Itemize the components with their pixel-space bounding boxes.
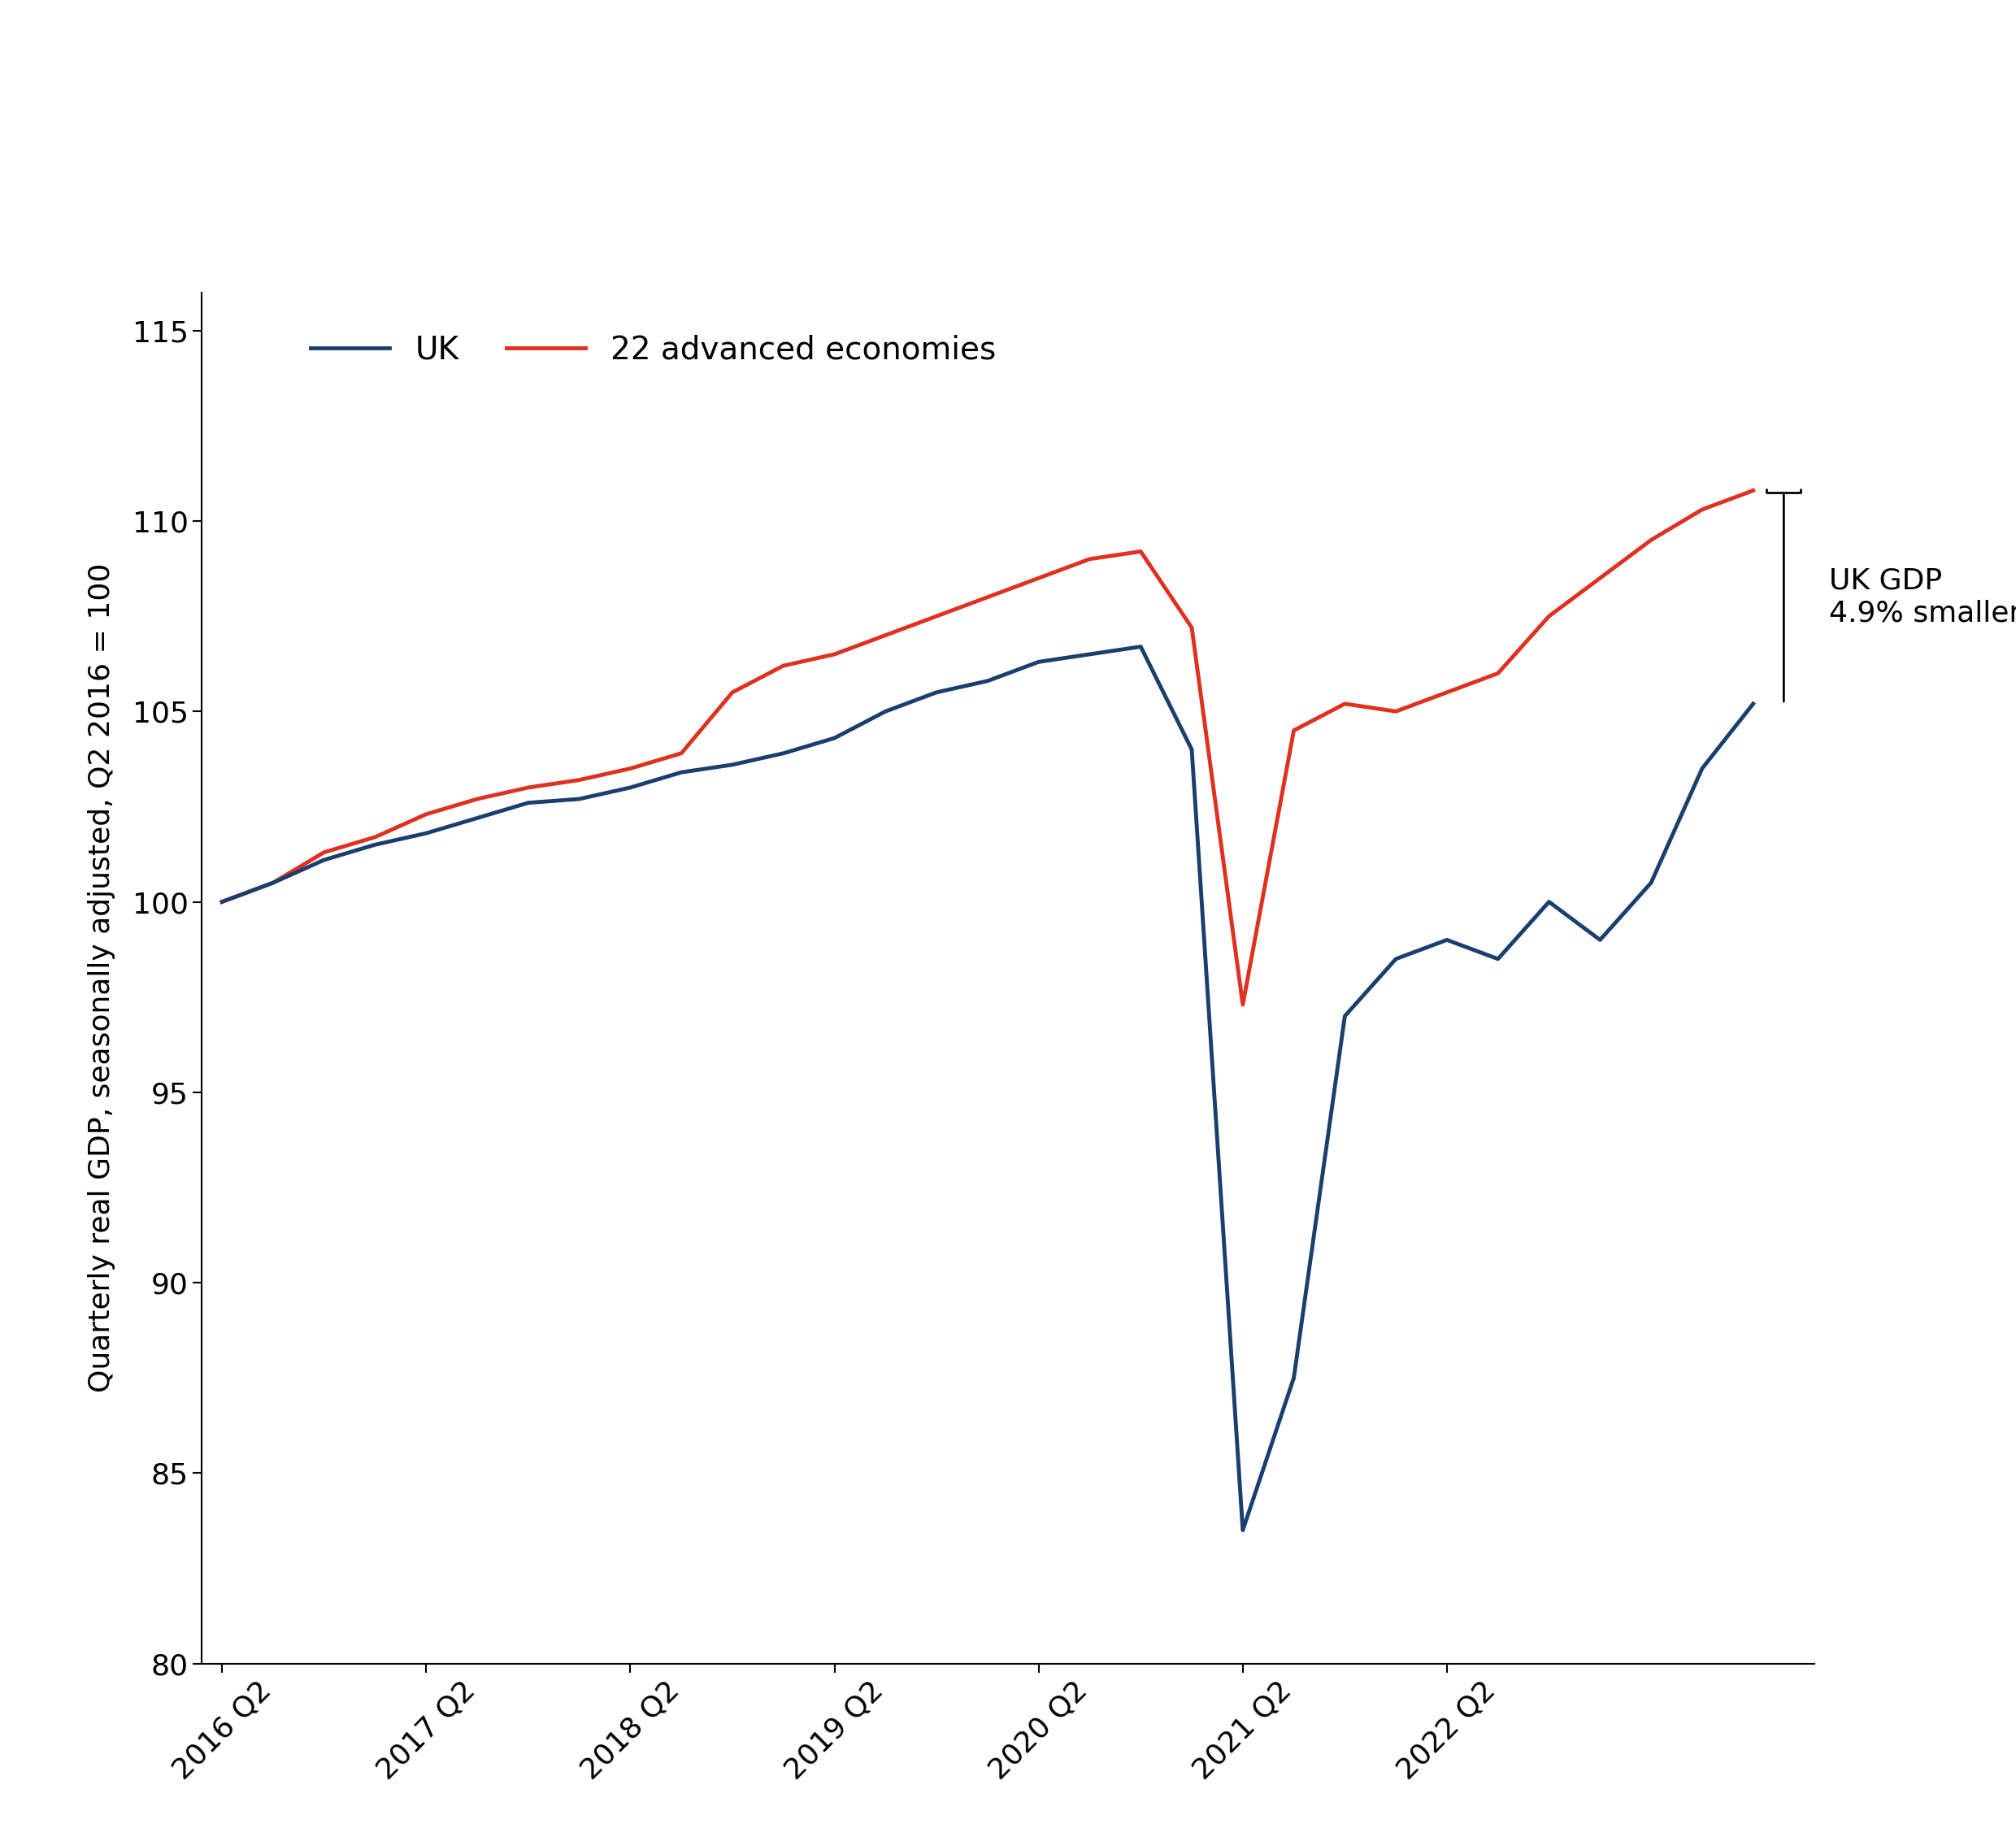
Y-axis label: Quarterly real GDP, seasonally adjusted, Q2 2016 = 100: Quarterly real GDP, seasonally adjusted,…: [89, 563, 115, 1393]
Text: UK GDP
4.9% smaller: UK GDP 4.9% smaller: [1829, 567, 2016, 627]
Text: LONDON · BRUSSELS · BERLIN: LONDON · BRUSSELS · BERLIN: [1814, 135, 2016, 150]
Legend: UK, 22 advanced economies: UK, 22 advanced economies: [298, 322, 1008, 378]
Text: Chart 2: UK GDP compared to the average of 22 other
advanced economies: Chart 2: UK GDP compared to the average …: [196, 64, 1498, 155]
Text: ✦  CENTRE FOR EUROPEAN REFORM: ✦ CENTRE FOR EUROPEAN REFORM: [1774, 69, 2016, 84]
Text: Source: CER analysis of OECD data.: Source: CER analysis of OECD data.: [60, 1746, 504, 1770]
